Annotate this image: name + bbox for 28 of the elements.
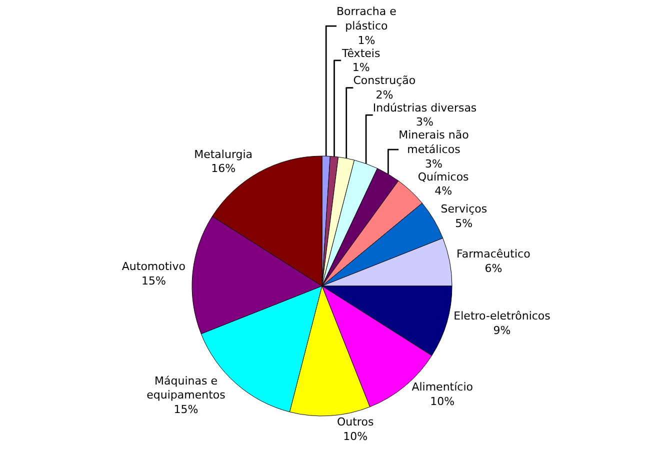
slice-label: Indústrias diversas <box>372 101 477 114</box>
data-label: 9% <box>493 324 511 337</box>
slice-label: Minerais não metálicos <box>398 128 470 156</box>
slice-label: Farmacêutico <box>456 248 531 261</box>
data-label: 1% <box>352 61 370 74</box>
slice-label: Automotivo <box>122 260 186 273</box>
data-label: 10% <box>430 394 455 408</box>
data-label: 1% <box>358 34 376 47</box>
slice-label: Borracha e plástico <box>336 5 397 33</box>
data-label: 16% <box>211 162 236 176</box>
data-label: 2% <box>376 88 394 102</box>
slice-label: Construção <box>353 74 416 88</box>
slice-label: Têxteis <box>341 46 380 60</box>
data-label: 3% <box>424 157 442 170</box>
data-label: 3% <box>416 116 434 129</box>
data-label: 5% <box>455 216 473 230</box>
slice-label: Metalurgia <box>194 148 253 161</box>
slice-label: Serviços <box>440 202 488 216</box>
slice-label: Máquinas e equipamentos <box>146 374 226 402</box>
data-label: 6% <box>484 262 502 275</box>
slice-label: Alimentício <box>412 380 474 394</box>
slice-label: Químicos <box>418 170 470 184</box>
data-label: 15% <box>141 274 166 288</box>
data-label: 10% <box>343 430 368 443</box>
slice-label: Eletro-eletrônicos <box>454 310 551 323</box>
data-label: 15% <box>174 403 198 416</box>
slice-label: Outros <box>336 416 374 429</box>
data-label: 4% <box>434 184 452 198</box>
